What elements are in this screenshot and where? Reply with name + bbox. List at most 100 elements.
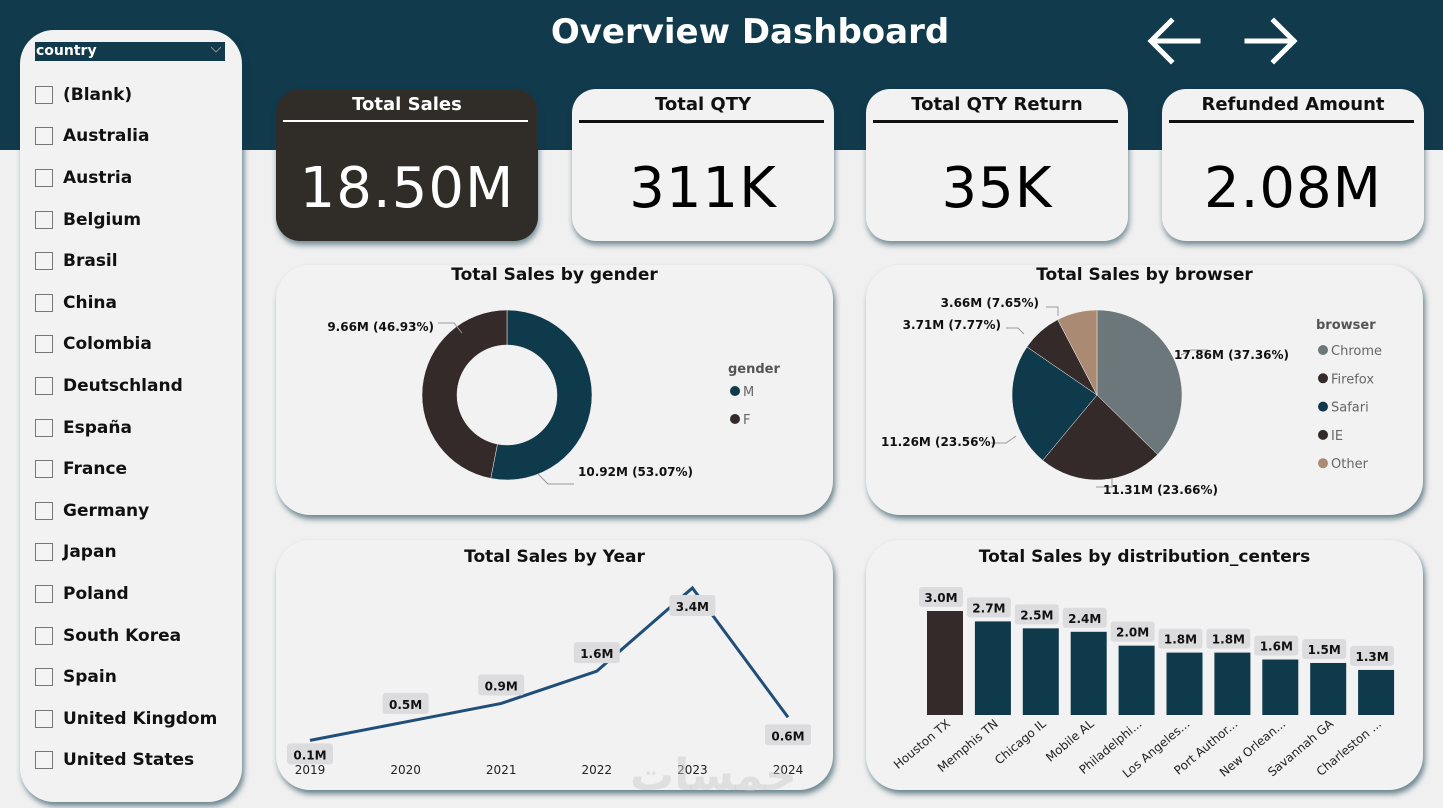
chart-title: Total Sales by Year: [464, 547, 645, 567]
data-label: 1.6M: [1254, 635, 1299, 656]
checkbox[interactable]: [35, 584, 53, 603]
checkbox[interactable]: [35, 252, 53, 271]
bar: [1262, 659, 1299, 715]
checkbox[interactable]: [35, 127, 53, 146]
slicer-item[interactable]: Spain: [35, 656, 217, 698]
slicer-item[interactable]: China: [35, 282, 217, 324]
slicer-item[interactable]: (Blank): [35, 74, 217, 116]
checkbox[interactable]: [35, 418, 53, 437]
slicer-item-label: Japan: [63, 542, 117, 563]
checkbox[interactable]: [35, 501, 53, 520]
checkbox[interactable]: [35, 751, 53, 770]
slicer-title: country: [36, 43, 97, 59]
x-tick-label: Chicago IL: [992, 716, 1049, 767]
leader-line: [1180, 349, 1208, 356]
legend-item: Firefox: [1331, 372, 1374, 387]
bar: [927, 611, 963, 715]
data-label: 0.1M: [287, 743, 333, 765]
slicer-item[interactable]: España: [35, 407, 217, 449]
slicer-list: (Blank) Australia Austria Belgium Brasil Chin…: [35, 74, 217, 781]
slicer-item[interactable]: Colombia: [35, 324, 217, 366]
bar: [1310, 663, 1347, 715]
slicer-item-label: Australia: [63, 126, 150, 147]
data-label-text: 1.5M: [1308, 643, 1341, 657]
checkbox[interactable]: [35, 460, 53, 479]
data-label-text: 1.8M: [1164, 633, 1197, 647]
kpi-value: 2.08M: [1203, 156, 1382, 221]
forward-button[interactable]: [1243, 8, 1303, 68]
checkbox[interactable]: [35, 210, 53, 229]
checkbox[interactable]: [35, 668, 53, 687]
data-label-text: 2.5M: [1020, 608, 1053, 622]
browser-chart-card: Total Sales by browser 17.86M (37.36%) 11…: [866, 265, 1423, 515]
slicer-item[interactable]: France: [35, 448, 217, 490]
x-tick-label: 2021: [486, 763, 517, 777]
kpi-refunded-amount: Refunded Amount 2.08M: [1162, 89, 1424, 241]
chevron-down-icon: [211, 46, 221, 53]
data-label: 11.26M (23.56%): [881, 435, 996, 449]
slicer-item[interactable]: Japan: [35, 532, 217, 574]
kpi-divider: [873, 120, 1118, 123]
checkbox[interactable]: [35, 85, 53, 104]
data-label-text: 0.5M: [389, 698, 422, 712]
checkbox[interactable]: [35, 626, 53, 645]
kpi-value: 35K: [941, 156, 1053, 221]
kpi-total-sales: Total Sales 18.50M: [276, 89, 538, 241]
data-label-text: 0.1M: [293, 748, 326, 762]
data-label: 3.4M: [669, 595, 716, 616]
bar: [1118, 645, 1155, 715]
slicer-item[interactable]: Austria: [35, 157, 217, 199]
legend-marker: [1318, 429, 1328, 440]
data-label: 1.8M: [1158, 628, 1203, 649]
checkbox[interactable]: [35, 543, 53, 562]
bar: [1166, 652, 1203, 715]
slicer-item[interactable]: Belgium: [35, 199, 217, 241]
checkbox[interactable]: [35, 293, 53, 312]
checkbox[interactable]: [35, 376, 53, 395]
slicer-item[interactable]: Brasil: [35, 240, 217, 282]
slicer-item[interactable]: Deutschland: [35, 365, 217, 407]
kpi-title: Total QTY Return: [911, 94, 1083, 115]
year-chart-card: Total Sales by Year 0.1M 0.5M 0.9M 1.6M 3.4M…: [276, 540, 833, 790]
slicer-item[interactable]: Australia: [35, 116, 217, 158]
slicer-item-label: Colombia: [63, 334, 152, 355]
browser-pie-chart: 17.86M (37.36%) 11.31M (23.66%) 11.26M (23…: [881, 296, 1382, 497]
slicer-item[interactable]: Poland: [35, 573, 217, 615]
slicer-item-label: (Blank): [63, 84, 133, 105]
data-label: 10.92M (53.07%): [578, 465, 693, 479]
kpi-title: Total Sales: [352, 94, 462, 115]
data-label-text: 3.0M: [924, 591, 957, 605]
slicer-item-label: Spain: [63, 667, 117, 688]
bar: [1214, 652, 1251, 715]
back-button[interactable]: [1143, 8, 1203, 68]
checkbox[interactable]: [35, 709, 53, 728]
data-label: 2.7M: [966, 597, 1011, 618]
kpi-title: Total QTY: [654, 94, 752, 115]
data-label: 11.31M (23.66%): [1103, 483, 1218, 497]
slicer-item[interactable]: Germany: [35, 490, 217, 532]
slicer-item[interactable]: United States: [35, 740, 217, 782]
data-label-text: 1.6M: [580, 647, 613, 661]
slicer-item-label: España: [63, 417, 132, 438]
slicer-item-label: France: [63, 459, 128, 480]
donut-slice-M: [490, 309, 593, 481]
slicer-item[interactable]: United Kingdom: [35, 698, 217, 740]
slicer-item[interactable]: South Korea: [35, 615, 217, 657]
kpi-divider: [283, 120, 528, 122]
sales-line: [309, 585, 790, 742]
checkbox[interactable]: [35, 168, 53, 187]
data-label-bg: [966, 597, 1011, 618]
bar: [1358, 669, 1395, 715]
kpi-divider: [1169, 120, 1414, 123]
legend-item: Other: [1331, 457, 1369, 472]
checkbox[interactable]: [35, 335, 53, 354]
slicer-item-label: China: [63, 292, 117, 313]
data-label: 3.0M: [919, 587, 963, 607]
pie-slice-Safari: [1011, 346, 1098, 461]
data-label: 2.4M: [1062, 607, 1107, 628]
kpi-total-qty-return: Total QTY Return 35K: [866, 89, 1128, 241]
legend-item: Chrome: [1331, 344, 1382, 359]
slicer-dropdown[interactable]: country: [35, 42, 225, 61]
kpi-divider: [579, 120, 824, 123]
